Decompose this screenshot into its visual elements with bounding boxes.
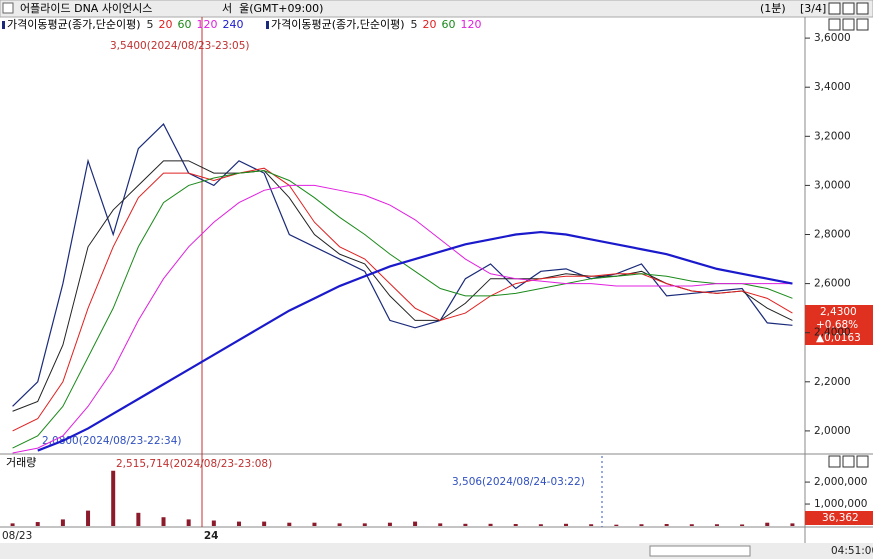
- legend-title: 가격이동평균(종가,단순이평): [7, 18, 141, 31]
- volume-bar: [161, 517, 166, 526]
- min-annotation: 2,0800(2024/08/23-22:34): [42, 435, 182, 447]
- panel-button[interactable]: [842, 18, 855, 31]
- y-tick-label: 2,0000: [814, 425, 851, 437]
- volume-bar: [413, 521, 418, 526]
- y-tick-label: 2,6000: [814, 278, 851, 290]
- max-annotation: 3,5400(2024/08/23-23:05): [110, 40, 250, 52]
- close-button[interactable]: [856, 2, 869, 15]
- y-tick-label: 2,000,000: [814, 476, 867, 488]
- x-tick-label: 08/23: [2, 530, 32, 542]
- panel-button[interactable]: [828, 18, 841, 31]
- legend-entry: 120: [461, 18, 482, 31]
- legend-entry: 20: [159, 18, 173, 31]
- interval: (1분): [760, 2, 786, 15]
- volume-bar: [538, 524, 543, 526]
- change-pct: +0,68%: [816, 319, 858, 331]
- volume-title: 거래량: [6, 456, 36, 469]
- ma-line: [12, 167, 793, 432]
- volume-bar: [236, 521, 241, 526]
- legend-entry: 240: [223, 18, 244, 31]
- y-tick-label: 2,8000: [814, 229, 851, 241]
- volume-bar: [689, 524, 694, 526]
- volume-bar: [211, 520, 216, 526]
- legend-entry: 60: [442, 18, 456, 31]
- y-tick-label: 3,4000: [814, 81, 851, 93]
- scroll-thumb[interactable]: [649, 545, 751, 557]
- volume-bar: [337, 523, 342, 526]
- volume-bar: [111, 470, 116, 526]
- last-price: 2,4300: [820, 306, 857, 318]
- volume-bar: [387, 522, 392, 526]
- volume-box: [805, 511, 873, 525]
- y-tick-label: 2,2000: [814, 376, 851, 388]
- time: 04:51:00: [831, 545, 873, 557]
- y-tick-label: 3,6000: [814, 32, 851, 44]
- ma-line: [12, 184, 793, 454]
- legend-icon: [266, 21, 269, 29]
- icon: [2, 2, 14, 14]
- volume-bar: [438, 523, 443, 526]
- legend-entry: 120: [197, 18, 218, 31]
- volume-bar: [513, 524, 518, 526]
- volume-bar: [664, 524, 669, 526]
- title-bar: [0, 0, 873, 18]
- legend-entry: 5: [147, 18, 154, 31]
- volume-max-annotation: 2,515,714(2024/08/23-23:08): [116, 458, 272, 470]
- volume-bar: [35, 522, 40, 526]
- min-button[interactable]: [828, 2, 841, 15]
- legend-title: 가격이동평균(종가,단순이평): [271, 18, 405, 31]
- volume-bar: [186, 519, 191, 526]
- volume-bar: [740, 524, 745, 526]
- volume-bar: [287, 522, 292, 526]
- legend-entry: 20: [423, 18, 437, 31]
- legend-entry: 60: [178, 18, 192, 31]
- price-box: [805, 305, 873, 345]
- volume-bar: [714, 524, 719, 526]
- market: 서 울(GMT+09:00): [222, 2, 323, 15]
- legend-icon: [2, 21, 5, 29]
- volume-bar: [262, 521, 267, 526]
- volume-bar: [765, 522, 770, 526]
- panel-button[interactable]: [842, 455, 855, 468]
- panel-button[interactable]: [856, 18, 869, 31]
- volume-bar: [589, 524, 594, 526]
- ma-line: [37, 230, 793, 452]
- price-line: [12, 123, 793, 407]
- volume-bar: [312, 522, 317, 526]
- volume-bar: [136, 512, 141, 526]
- volume-bar: [86, 510, 91, 526]
- legend-entry: 5: [411, 18, 418, 31]
- last-volume: 36,362: [822, 512, 859, 524]
- volume-bar: [488, 523, 493, 526]
- volume-bar: [10, 523, 15, 526]
- panel-button[interactable]: [856, 455, 869, 468]
- change: ▲0,0163: [816, 332, 861, 344]
- y-tick-label: 2,4000: [814, 327, 851, 339]
- window-buttons[interactable]: [828, 2, 869, 468]
- volume-bar: [790, 523, 795, 526]
- volume-bar: [639, 524, 644, 526]
- panel-button[interactable]: [828, 455, 841, 468]
- y-tick-label: 3,2000: [814, 130, 851, 142]
- max-button[interactable]: [842, 2, 855, 15]
- x-tick-label: 24: [204, 530, 219, 542]
- volume-bar: [60, 519, 65, 526]
- volume-bar: [463, 523, 468, 526]
- volume-bar: [614, 524, 619, 526]
- page: [3/4]: [800, 2, 826, 15]
- cursor-annotation: 3,506(2024/08/24-03:22): [452, 476, 585, 488]
- stock-name: 어플라이드 DNA 사이언시스: [20, 2, 152, 15]
- volume-bar: [564, 523, 569, 526]
- volume-bar: [362, 523, 367, 526]
- y-tick-label: 1,000,000: [814, 498, 867, 510]
- y-tick-label: 3,0000: [814, 179, 851, 191]
